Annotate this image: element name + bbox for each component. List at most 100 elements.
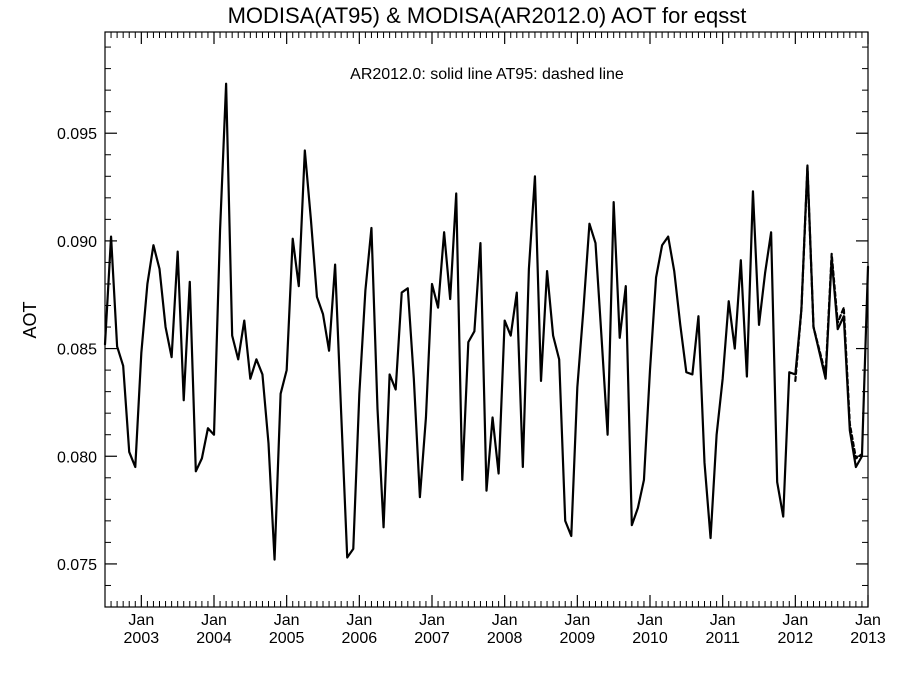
x-tick-year-label: 2009: [560, 630, 596, 647]
series-line-at95: [794, 166, 864, 460]
data-point: [195, 470, 197, 472]
data-point: [522, 466, 524, 468]
data-point: [140, 352, 142, 354]
data-point: [164, 326, 167, 328]
x-tick-month-label: Jan: [564, 612, 590, 629]
data-point: [576, 386, 578, 388]
axis-ticks: 0.0750.0800.0850.0900.095Jan2003Jan2004J…: [57, 32, 886, 647]
data-point: [564, 520, 566, 522]
data-point: [855, 466, 857, 468]
data-point: [461, 479, 463, 481]
data-point: [594, 242, 597, 244]
data-point: [516, 291, 518, 294]
data-point: [697, 315, 700, 317]
data-point: [249, 378, 251, 380]
data-point: [728, 300, 730, 302]
data-point: [528, 268, 530, 270]
x-tick-month-label: Jan: [274, 612, 300, 629]
x-tick-month-label: Jan: [128, 612, 154, 629]
data-point: [837, 328, 839, 330]
data-point: [740, 259, 742, 261]
x-tick-month-label: Jan: [346, 612, 372, 629]
data-point: [267, 442, 270, 444]
data-point: [225, 83, 227, 85]
x-tick-year-label: 2007: [414, 630, 450, 647]
data-point: [788, 371, 790, 373]
x-tick-year-label: 2006: [342, 630, 378, 647]
data-point: [637, 507, 639, 509]
data-point: [552, 335, 554, 337]
data-point: [473, 330, 475, 332]
data-point: [818, 350, 821, 352]
data-point: [812, 326, 815, 328]
data-point: [607, 434, 609, 436]
data-point: [685, 371, 687, 373]
data-point: [389, 373, 391, 376]
data-point: [673, 270, 675, 272]
data-point: [831, 253, 833, 255]
data-point: [843, 307, 845, 309]
data-point: [752, 190, 754, 192]
data-point: [776, 481, 778, 483]
data-point: [128, 451, 130, 453]
data-point: [177, 251, 179, 253]
data-point: [619, 337, 621, 339]
x-tick-year-label: 2004: [196, 630, 232, 647]
y-tick-label: 0.075: [57, 557, 97, 574]
x-tick-month-label: Jan: [710, 612, 736, 629]
data-point: [703, 462, 706, 464]
data-point: [485, 490, 488, 492]
data-point: [201, 457, 203, 460]
data-point: [413, 378, 415, 380]
data-point: [364, 289, 366, 292]
data-point: [806, 167, 809, 169]
x-tick-month-label: Jan: [492, 612, 518, 629]
data-point: [443, 231, 445, 233]
data-point: [734, 347, 736, 350]
data-point: [746, 375, 748, 378]
chart-title: MODISA(AT95) & MODISA(AR2012.0) AOT for …: [228, 3, 747, 28]
data-point: [861, 455, 863, 457]
data-point: [213, 434, 215, 436]
data-point: [825, 378, 827, 380]
x-tick-year-label: 2010: [632, 630, 668, 647]
data-point: [219, 229, 221, 231]
y-tick-label: 0.090: [57, 234, 97, 251]
series-style-annotation: AR2012.0: solid line AT95: dashed line: [350, 66, 624, 83]
x-tick-year-label: 2003: [124, 630, 160, 647]
data-point: [255, 358, 257, 360]
data-point: [376, 408, 379, 410]
y-tick-label: 0.095: [57, 126, 97, 143]
x-tick-year-label: 2008: [487, 630, 523, 647]
data-point: [382, 526, 385, 528]
data-point: [171, 356, 173, 358]
y-axis-label: AOT: [20, 301, 40, 338]
x-tick-year-label: 2013: [850, 630, 886, 647]
data-point: [328, 350, 330, 352]
data-point: [716, 434, 718, 436]
data-point: [231, 335, 233, 337]
data-point: [540, 380, 542, 382]
data-point: [504, 319, 506, 322]
data-point: [358, 393, 360, 395]
data-point: [709, 537, 712, 539]
data-point: [861, 453, 863, 455]
data-point: [837, 322, 839, 324]
x-tick-year-label: 2005: [269, 630, 305, 647]
data-point: [825, 373, 827, 376]
data-point: [346, 556, 348, 559]
data-point: [625, 285, 627, 287]
data-point: [546, 270, 548, 272]
x-tick-month-label: Jan: [201, 612, 227, 629]
data-point: [770, 231, 772, 233]
data-point: [643, 479, 645, 481]
data-point: [419, 496, 421, 498]
data-point: [437, 307, 439, 309]
data-point: [243, 319, 245, 322]
data-point: [582, 309, 584, 311]
data-point: [280, 393, 282, 395]
x-tick-year-label: 2012: [778, 630, 814, 647]
data-point: [310, 218, 312, 220]
data-point: [534, 175, 536, 177]
